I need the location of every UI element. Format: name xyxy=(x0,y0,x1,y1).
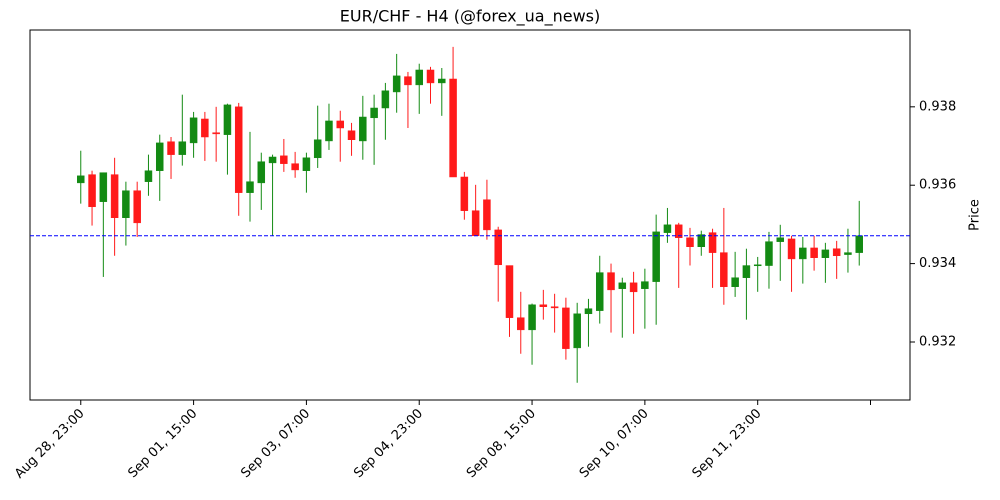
candle-body xyxy=(325,120,333,142)
candle-body xyxy=(77,175,85,184)
candle-body xyxy=(234,106,243,193)
candle-body xyxy=(697,234,706,247)
chart-title: EUR/CHF - H4 (@forex_ua_news) xyxy=(340,7,601,27)
candle-body xyxy=(686,237,694,247)
candle-body xyxy=(731,277,739,287)
y-axis-label: Price xyxy=(968,199,983,231)
candle-body xyxy=(302,157,311,171)
candle-body xyxy=(776,237,785,242)
x-tick-label: Sep 01, 15:00 xyxy=(126,406,201,481)
x-tick-label: Sep 04, 23:00 xyxy=(351,406,426,481)
candle-body xyxy=(381,90,390,109)
candle-body xyxy=(257,161,266,184)
candle-body xyxy=(810,247,818,258)
candle-body xyxy=(607,272,615,291)
candle-body xyxy=(855,235,863,253)
candle-body xyxy=(652,231,660,282)
x-tick-label: Aug 28, 23:00 xyxy=(12,406,88,482)
candle-body xyxy=(528,304,536,331)
candle-body xyxy=(404,76,412,86)
candle-body xyxy=(550,306,559,309)
candle-body xyxy=(246,181,254,193)
candle-body xyxy=(201,118,209,138)
candle-body xyxy=(336,120,345,129)
candle-body xyxy=(720,252,728,287)
candle-body xyxy=(133,190,141,224)
candle-body xyxy=(313,139,322,159)
candle-body xyxy=(392,75,401,93)
candle-body xyxy=(799,247,807,260)
candle-body xyxy=(268,156,277,164)
candle-body xyxy=(291,163,299,171)
y-tick-label: 0.938 xyxy=(919,99,956,114)
candle-body xyxy=(618,282,627,289)
candle-body xyxy=(189,117,198,144)
y-tick-label: 0.932 xyxy=(919,334,956,349)
candle-body xyxy=(471,210,480,237)
candle-body xyxy=(167,141,175,155)
candle-body xyxy=(144,170,153,182)
x-tick-label: Sep 11, 23:00 xyxy=(690,406,765,481)
x-tick-label: Sep 10, 07:00 xyxy=(577,406,652,481)
candle-body xyxy=(483,199,491,231)
candle-body xyxy=(494,229,502,266)
candle-body xyxy=(753,264,762,267)
y-tick-label: 0.934 xyxy=(919,256,956,271)
candle-body xyxy=(708,232,717,253)
candle-body xyxy=(449,78,457,178)
candle-body xyxy=(99,172,108,202)
candle-body xyxy=(765,241,773,266)
candle-body xyxy=(844,252,852,255)
candle-body xyxy=(573,313,581,349)
candle-body xyxy=(122,190,130,218)
candle-body xyxy=(539,304,548,307)
candle-body xyxy=(359,116,367,142)
candle-body xyxy=(280,155,288,164)
candle-body xyxy=(88,174,96,208)
candle-body xyxy=(155,142,164,171)
candle-body xyxy=(178,141,187,155)
candle-body xyxy=(505,265,514,318)
x-tick-label: Sep 08, 15:00 xyxy=(464,406,539,481)
candle-body xyxy=(347,130,356,140)
candle-body xyxy=(223,104,232,135)
candle-body xyxy=(742,265,751,278)
candle-body xyxy=(562,307,570,349)
y-tick-label: 0.936 xyxy=(919,178,956,193)
plot-frame xyxy=(29,29,911,401)
candle-body xyxy=(674,224,683,238)
candle-body xyxy=(110,174,119,218)
candle-body xyxy=(663,224,672,233)
candle-body xyxy=(787,238,796,260)
candle-body xyxy=(438,78,446,84)
candle-body xyxy=(629,282,638,293)
x-tick-label: Sep 03, 07:00 xyxy=(238,406,313,481)
candle-body xyxy=(426,69,435,84)
candle-body xyxy=(460,176,469,211)
candle-body xyxy=(584,308,593,315)
candle-body xyxy=(517,317,525,331)
candle-body xyxy=(415,69,423,86)
candle-body xyxy=(832,248,841,257)
candle-body xyxy=(370,107,378,119)
candle-body xyxy=(212,132,220,135)
candle-body xyxy=(821,249,830,258)
candle-body xyxy=(641,281,649,289)
candle-body xyxy=(595,272,604,311)
